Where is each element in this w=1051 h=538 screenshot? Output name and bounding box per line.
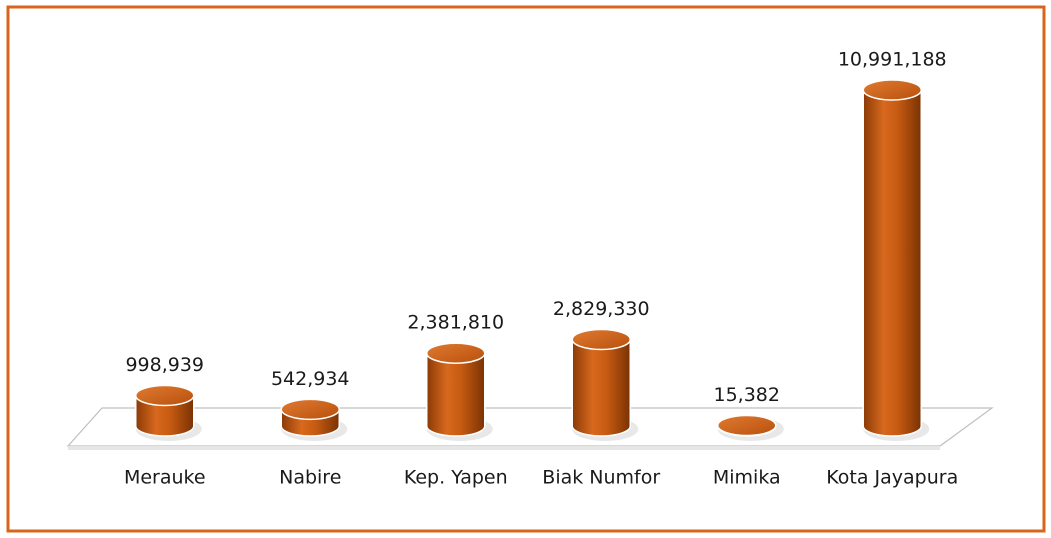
cylinder-top <box>571 328 631 351</box>
cylinder-body <box>135 394 195 437</box>
cylinder <box>135 384 202 441</box>
cylinder <box>571 328 639 441</box>
floor-edge <box>68 446 940 450</box>
value-label: 10,991,188 <box>838 49 947 71</box>
value-label: 998,939 <box>125 354 204 376</box>
cylinder <box>280 398 348 441</box>
value-label: 2,829,330 <box>553 298 650 320</box>
value-label: 542,934 <box>271 368 350 390</box>
cylinder-top <box>717 414 777 437</box>
cylinder-body <box>571 338 631 437</box>
x-tick-label: Mimika <box>713 467 781 489</box>
cylinder-top <box>280 398 340 421</box>
x-tick-label: Merauke <box>124 467 206 489</box>
value-label: 15,382 <box>714 384 780 406</box>
cylinder-top <box>135 384 195 407</box>
cylinder <box>717 414 784 441</box>
x-tick-label: Kota Jayapura <box>826 467 958 489</box>
cylinder-body <box>426 352 486 437</box>
cylinder <box>426 342 493 441</box>
x-tick-label: Biak Numfor <box>542 467 660 489</box>
cylinder <box>862 79 930 441</box>
x-tick-label: Kep. Yapen <box>404 467 508 489</box>
x-tick-label: Nabire <box>279 467 341 489</box>
cylinder-body <box>862 89 922 437</box>
cylinder-top <box>426 342 486 364</box>
value-label: 2,381,810 <box>407 312 504 334</box>
floor <box>66 407 994 447</box>
cylinder-top <box>862 79 922 101</box>
